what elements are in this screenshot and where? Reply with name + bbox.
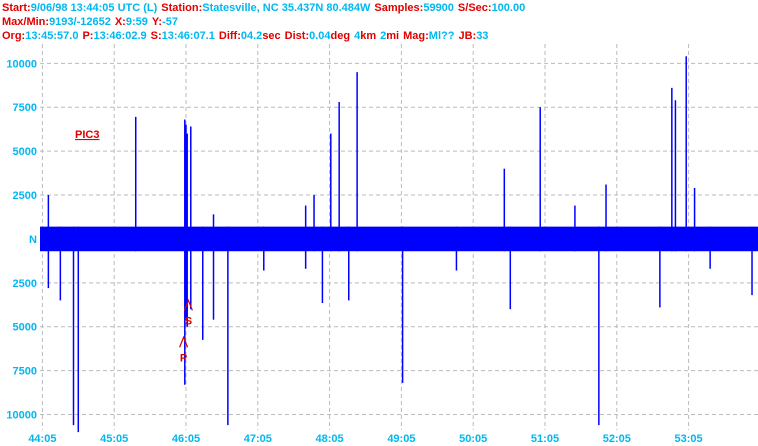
- x-tick-label: 49:05: [387, 433, 415, 445]
- field-text: 2: [380, 30, 387, 42]
- field: Max/Min:9193/-12652: [2, 16, 111, 28]
- field: Org:13:45:57.0: [2, 30, 78, 42]
- y-tick-label: 2500: [13, 278, 37, 290]
- x-tick-label: 50:05: [459, 433, 487, 445]
- field-text: Dist:: [284, 30, 310, 42]
- field: S:13:46:07.1: [151, 30, 215, 42]
- x-tick-label: 48:05: [316, 433, 344, 445]
- y-tick-label: 10000: [6, 410, 37, 422]
- phase-arrow: [179, 335, 189, 348]
- field-text: 9/06/98 13:44:05 UTC (L): [30, 2, 158, 14]
- field-text: 4: [354, 30, 361, 42]
- field-text: 13:46:02.9: [93, 30, 147, 42]
- phase-arrow: [183, 298, 193, 311]
- field: 4km: [354, 30, 376, 42]
- field-text: 04.2: [240, 30, 263, 42]
- phase-label: P: [180, 352, 187, 364]
- field-text: Statesville, NC 35.437N 80.484W: [202, 2, 371, 14]
- field-text: S/Sec:: [457, 2, 492, 14]
- field-text: 9193/-12652: [49, 16, 111, 28]
- field: Diff:04.2sec: [219, 30, 281, 42]
- field-text: 13:45:57.0: [25, 30, 79, 42]
- field-text: 100.00: [491, 2, 526, 14]
- noise-band: [40, 226, 758, 252]
- field-text: Org:: [2, 30, 26, 42]
- x-tick-label: 45:05: [100, 433, 128, 445]
- x-tick-label: 46:05: [172, 433, 200, 445]
- field-text: sec: [262, 30, 281, 42]
- field-text: 0.04: [309, 30, 331, 42]
- field: Y:-57: [152, 16, 178, 28]
- header-line: Org:13:45:57.0 P:13:46:02.9 S:13:46:07.1 Di…: [2, 29, 529, 43]
- header-line: Start:9/06/98 13:44:05 UTC (L) Station:St…: [2, 1, 529, 15]
- y-tick-label: 5000: [13, 146, 37, 158]
- y-tick-label: 2500: [13, 190, 37, 202]
- field: Samples:59900: [374, 2, 454, 14]
- y-tick-label: 7500: [13, 366, 37, 378]
- field: Start:9/06/98 13:44:05 UTC (L): [2, 2, 157, 14]
- field-text: Start:: [2, 2, 31, 14]
- field-text: X:: [114, 16, 126, 28]
- field-text: JB:: [458, 30, 477, 42]
- field: P:13:46:02.9: [82, 30, 146, 42]
- field: Station:Statesville, NC 35.437N 80.484W: [161, 2, 370, 14]
- field: S/Sec:100.00: [458, 2, 525, 14]
- trace-label: PIC3: [75, 129, 99, 141]
- field-text: deg: [330, 30, 351, 42]
- y-tick-label: 7500: [13, 102, 37, 114]
- field-text: Samples:: [374, 2, 424, 14]
- x-tick-label: 51:05: [531, 433, 559, 445]
- header: Start:9/06/98 13:44:05 UTC (L) Station:St…: [2, 1, 529, 43]
- y-tick-label: N: [29, 234, 37, 246]
- x-tick-label: 44:05: [28, 433, 56, 445]
- x-tick-label: 53:05: [675, 433, 703, 445]
- header-line: Max/Min:9193/-12652 X:9:59 Y:-57: [2, 15, 529, 29]
- field-text: Diff:: [218, 30, 241, 42]
- field-text: Ml??: [428, 30, 455, 42]
- phase-label: S: [185, 315, 192, 327]
- field: X:9:59: [115, 16, 148, 28]
- field-text: S:: [150, 30, 162, 42]
- field: JB:33: [458, 30, 488, 42]
- x-tick-label: 47:05: [244, 433, 272, 445]
- field: 2mi: [380, 30, 399, 42]
- field-text: Y:: [151, 16, 163, 28]
- field-text: 59900: [423, 2, 454, 14]
- field-text: Max/Min:: [2, 16, 50, 28]
- field-text: mi: [386, 30, 400, 42]
- field: Dist:0.04deg: [285, 30, 350, 42]
- field-text: P:: [82, 30, 94, 42]
- x-tick-label: 52:05: [603, 433, 631, 445]
- field: Mag:Ml??: [403, 30, 454, 42]
- field-text: Mag:: [403, 30, 429, 42]
- y-tick-label: 10000: [6, 58, 37, 70]
- y-tick-label: 5000: [13, 322, 37, 334]
- field-text: Station:: [161, 2, 203, 14]
- field-text: 33: [476, 30, 489, 42]
- field-text: 9:59: [125, 16, 148, 28]
- field-text: km: [360, 30, 377, 42]
- field-text: -57: [162, 16, 178, 28]
- field-text: 13:46:07.1: [161, 30, 215, 42]
